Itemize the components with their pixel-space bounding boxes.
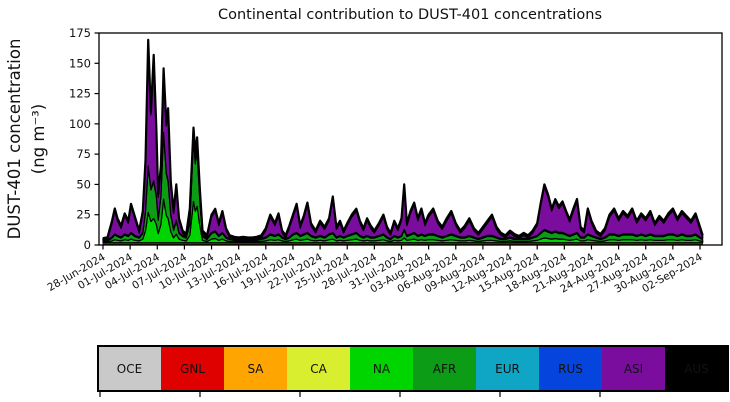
legend-cell-CA [287,346,350,391]
legend-cell-EUR [476,346,539,391]
legend-cell-ASI [602,346,665,391]
axes-frame [98,32,723,246]
y-tick-label: 25 [76,208,91,222]
legend-cell-AUS [665,346,728,391]
y-axis-label-line1: DUST-401 concentration [5,39,24,240]
y-tick-label: 125 [69,87,91,101]
y-tick-label: 0 [84,238,91,252]
chart-title: Continental contribution to DUST-401 con… [218,7,602,23]
legend-cell-label-OCE: OCE [117,362,142,376]
y-tick-label: 75 [76,147,91,161]
plot-area [102,38,704,246]
y-tick-label: 175 [69,26,91,40]
legend-cell-label-GNL: GNL [180,362,205,376]
legend-cell-label-NA: NA [373,362,391,376]
legend-cell-label-AFR: AFR [433,362,456,376]
legend-cell-AFR [413,346,476,391]
legend: OCE GNL SA CA NA AFR EUR RUS ASI AUS [97,345,729,397]
legend-cell-GNL [161,346,224,391]
legend-cell-label-EUR: EUR [495,362,520,376]
legend-cell-label-RUS: RUS [558,362,583,376]
total-envelope [102,38,704,240]
y-axis-label-line2: (ng m⁻³) [29,104,48,174]
y-tick-label: 50 [76,177,91,191]
legend-cell-label-CA: CA [310,362,327,376]
y-tick-label: 150 [69,56,91,70]
legend-cell-label-AUS: AUS [684,362,709,376]
legend-cell-SA [224,346,287,391]
legend-cell-OCE [98,346,161,391]
legend-border [97,345,729,392]
legend-cell-RUS [539,346,602,391]
legend-cell-label-ASI: ASI [624,362,643,376]
legend-cell-label-SA: SA [247,362,264,376]
legend-cell-NA [350,346,413,391]
y-tick-label: 100 [69,117,91,131]
